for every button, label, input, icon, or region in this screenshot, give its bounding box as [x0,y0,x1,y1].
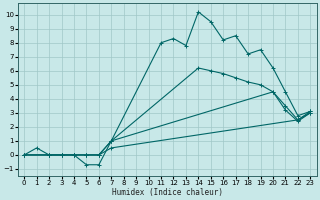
X-axis label: Humidex (Indice chaleur): Humidex (Indice chaleur) [112,188,223,197]
